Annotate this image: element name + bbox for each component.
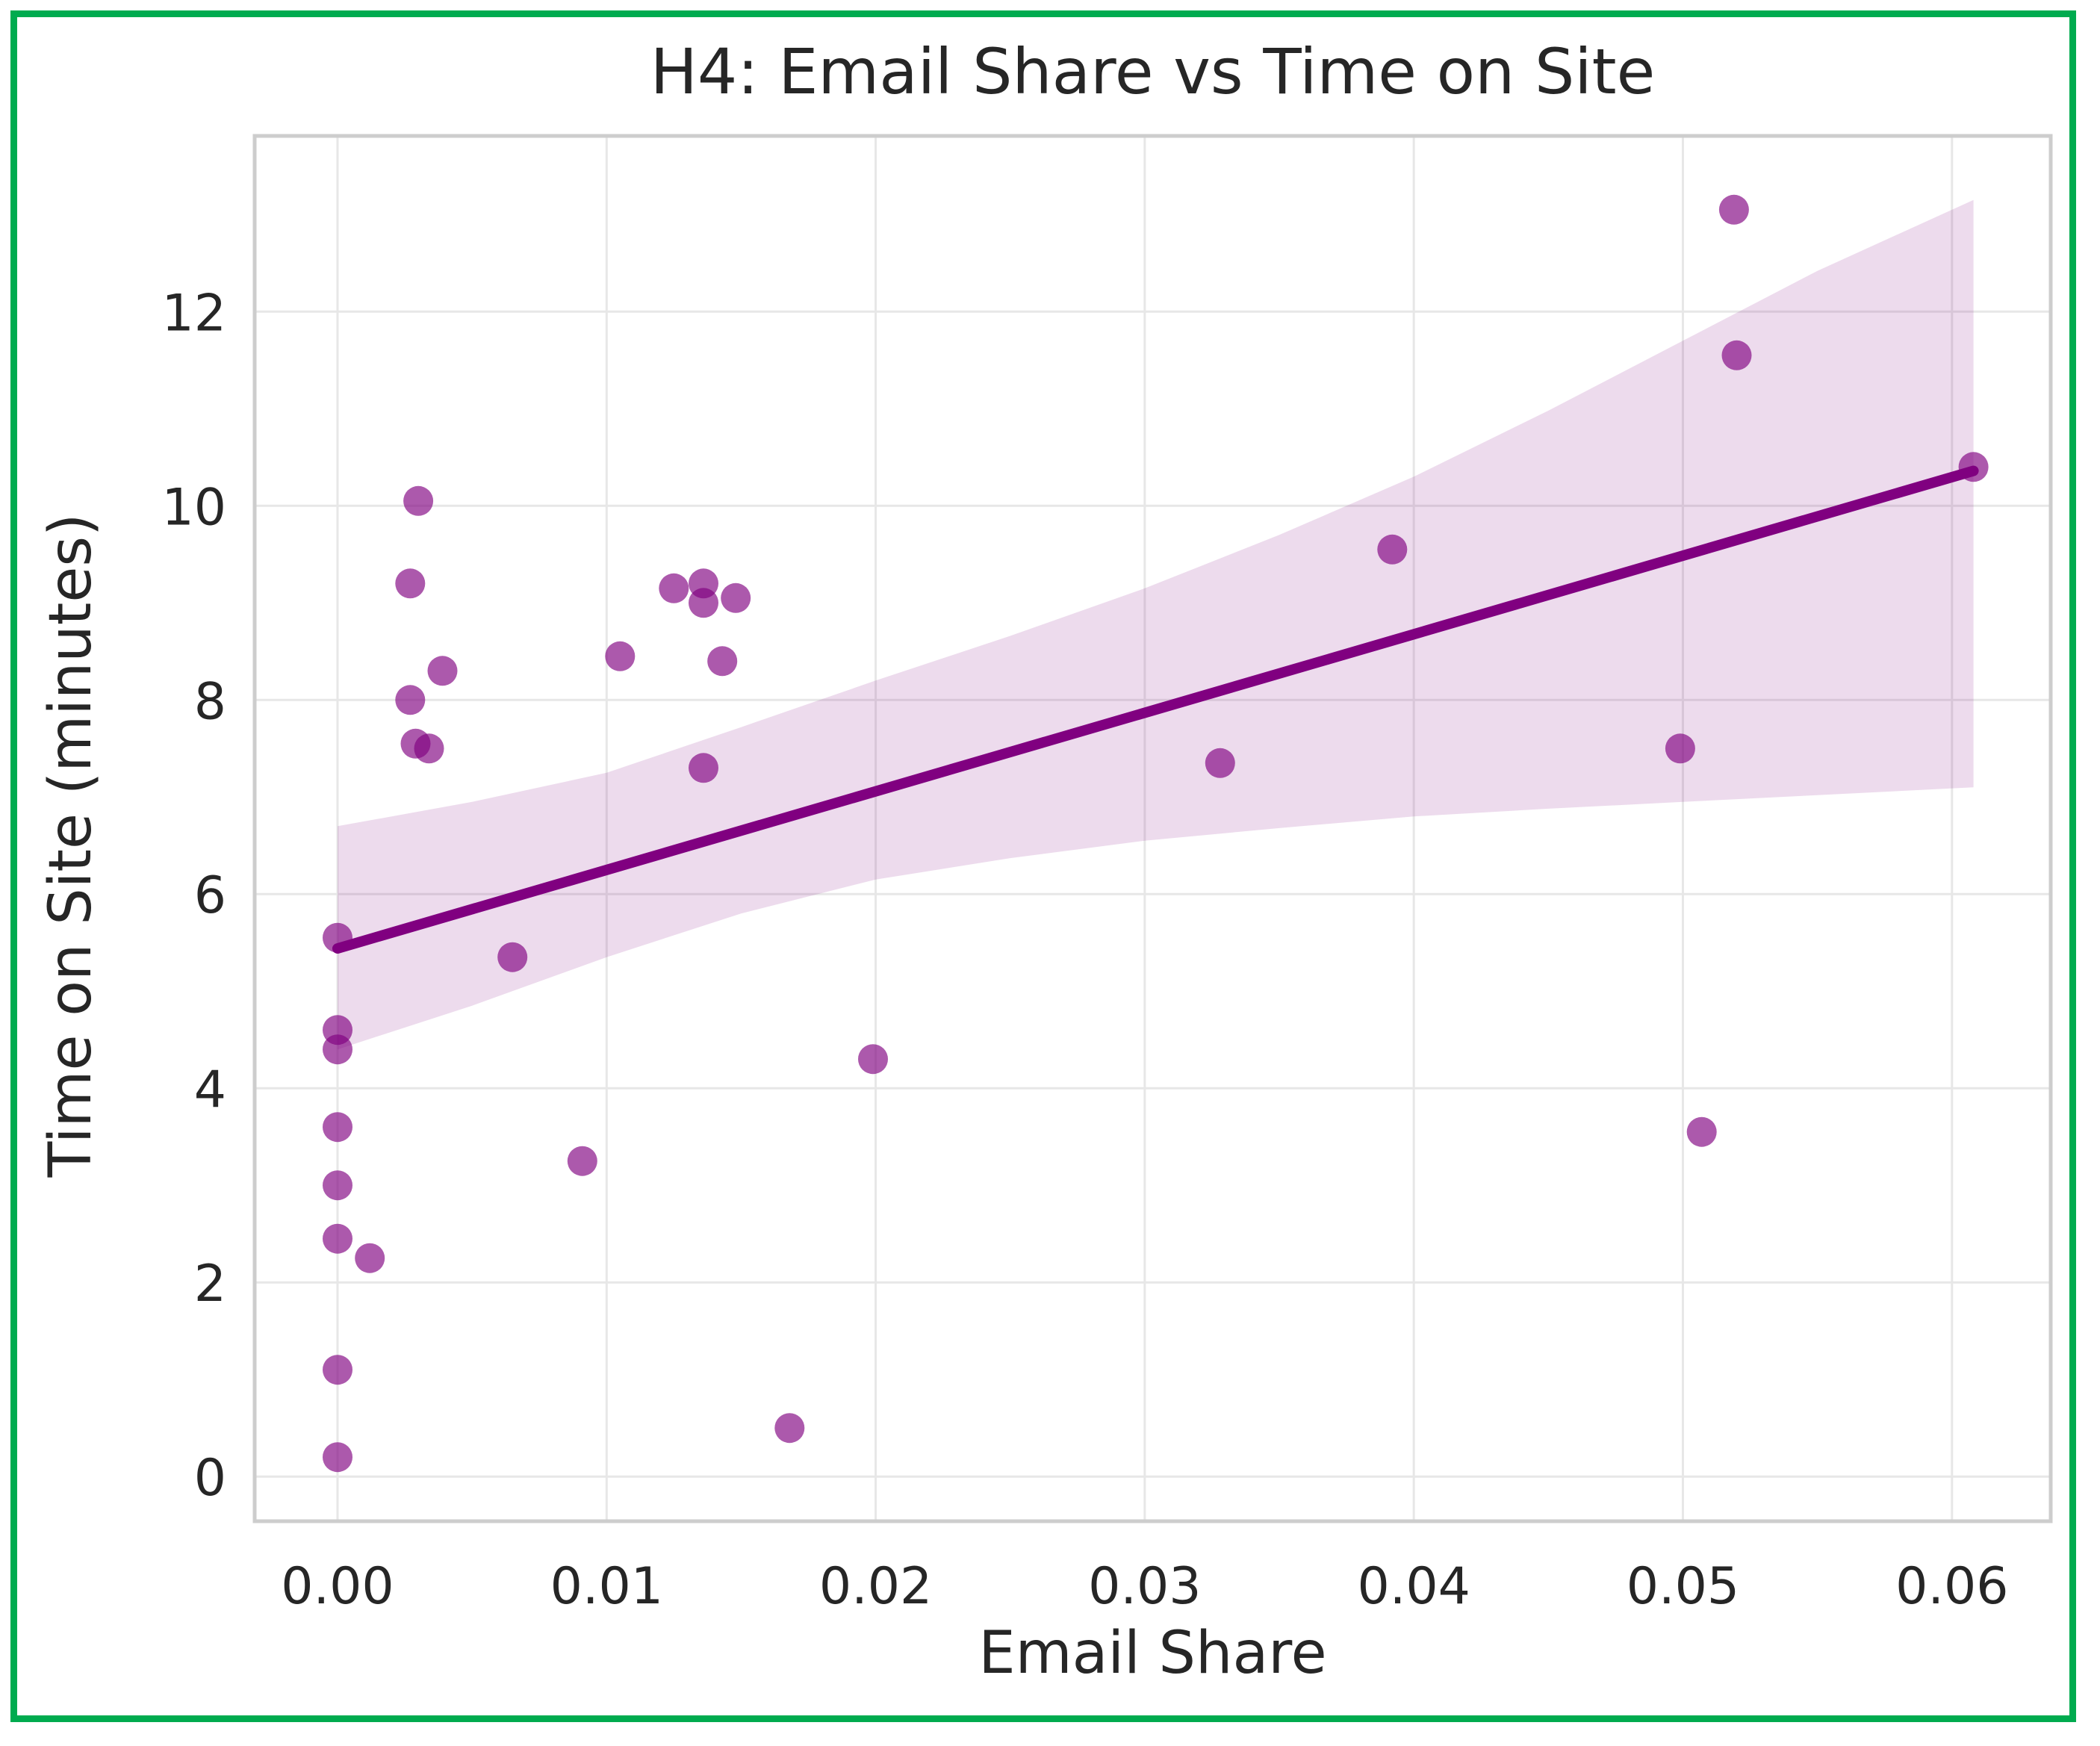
data-point: [605, 641, 636, 671]
data-point: [1205, 748, 1235, 778]
data-point: [1718, 194, 1749, 225]
data-point: [323, 922, 352, 953]
data-point: [1958, 452, 1989, 482]
scatter-plot: 0.00 0.01 0.02 0.03 0.04 0.05 0.06 0 2 4 6 8 10 12: [161, 134, 2053, 1616]
data-point: [323, 1223, 352, 1254]
x-tick-label: 0.03: [1088, 1557, 1201, 1616]
data-point: [689, 588, 718, 618]
y-tick-label: 8: [194, 672, 226, 731]
data-point: [689, 753, 718, 783]
y-tick-label: 6: [194, 866, 226, 925]
x-axis-label: Email Share: [978, 1620, 1327, 1687]
data-point: [659, 573, 689, 603]
data-point: [323, 1355, 352, 1385]
data-point: [497, 942, 528, 972]
y-tick-label: 4: [194, 1060, 226, 1119]
axes-box: [252, 134, 2053, 1523]
tick-labels: 0.00 0.01 0.02 0.03 0.04 0.05 0.06 0 2 4 6 8 10 12: [161, 284, 2008, 1616]
data-point: [427, 656, 458, 686]
trend-line: [332, 465, 1979, 954]
data-point: [414, 733, 444, 764]
data-point: [1721, 340, 1752, 370]
data-point: [403, 485, 434, 516]
data-point: [323, 1034, 352, 1065]
y-tick-label: 2: [194, 1255, 226, 1314]
data-point: [567, 1146, 597, 1176]
data-point: [707, 646, 738, 677]
data-point: [395, 568, 426, 599]
confidence-band: [338, 199, 1974, 1050]
x-tick-label: 0.04: [1357, 1557, 1470, 1616]
data-point: [323, 1442, 352, 1473]
x-tick-label: 0.01: [550, 1557, 663, 1616]
data-point: [395, 685, 426, 715]
data-points: [323, 194, 1989, 1473]
data-point: [323, 1170, 352, 1201]
y-tick-label: 12: [161, 284, 226, 343]
y-tick-label: 10: [161, 478, 226, 537]
data-point: [323, 1112, 352, 1143]
x-tick-label: 0.02: [819, 1557, 932, 1616]
data-point: [1377, 534, 1408, 565]
chart-title: H4: Email Share vs Time on Site: [650, 35, 1656, 108]
x-tick-label: 0.05: [1627, 1557, 1739, 1616]
x-tick-label: 0.00: [281, 1557, 394, 1616]
gridlines: [255, 136, 2051, 1521]
data-point: [858, 1044, 888, 1075]
data-point: [1686, 1116, 1717, 1147]
data-point: [1665, 733, 1695, 764]
y-tick-label: 0: [194, 1449, 226, 1508]
data-point: [774, 1413, 805, 1444]
data-point: [355, 1243, 385, 1273]
data-point: [721, 582, 751, 613]
figure-frame: H4: Email Share vs Time on Site Time on …: [10, 10, 2076, 1722]
x-tick-label: 0.06: [1895, 1557, 2008, 1616]
